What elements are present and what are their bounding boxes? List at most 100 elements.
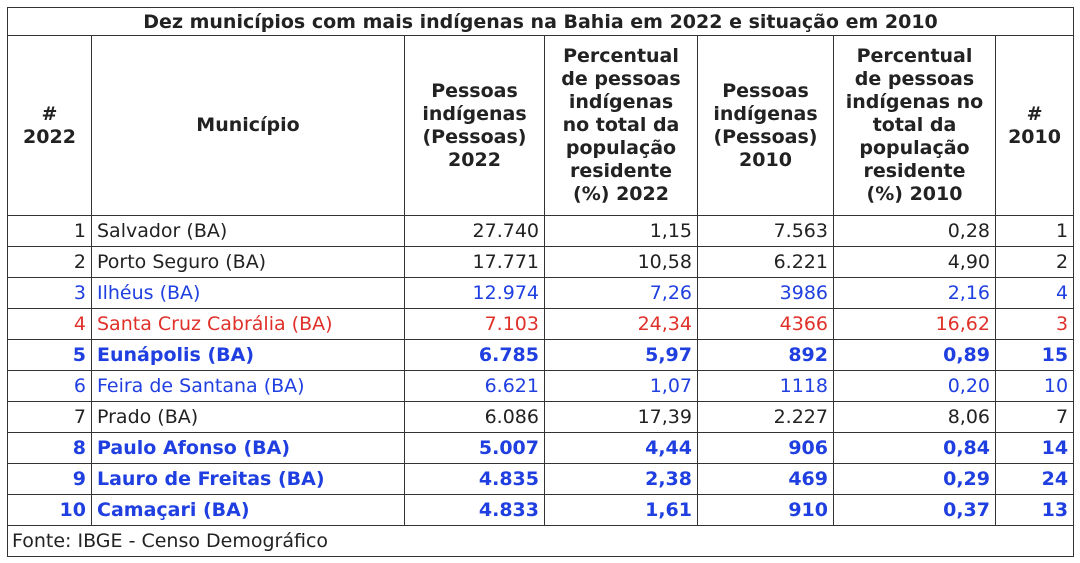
header-pessoas-2022: Pessoas indígenas (Pessoas) 2022	[404, 35, 545, 216]
cell-percentual-2010: 2,16	[833, 277, 996, 309]
cell-percentual-2022: 17,39	[544, 401, 698, 433]
table-row: 10 Camaçari (BA) 4.833 1,61 910 0,37 13	[7, 494, 1075, 526]
cell-pessoas-2010: 2.227	[697, 401, 834, 433]
cell-percentual-2022: 2,38	[544, 463, 698, 495]
cell-pessoas-2022: 5.007	[404, 432, 545, 464]
cell-rank-2022: 7	[7, 401, 92, 433]
cell-percentual-2022: 1,61	[544, 494, 698, 526]
header-line: população	[565, 137, 677, 159]
table-row: 9 Lauro de Freitas (BA) 4.835 2,38 469 0,29 24	[7, 463, 1075, 495]
header-line: residente	[863, 160, 966, 182]
cell-pessoas-2022: 4.833	[404, 494, 545, 526]
cell-rank-2010: 3	[994, 308, 1075, 340]
cell-municipio: Camaçari (BA)	[91, 494, 405, 526]
header-line: no total da	[562, 114, 680, 136]
header-line: Pessoas	[431, 79, 518, 102]
cell-percentual-2010: 0,84	[833, 432, 996, 464]
cell-percentual-2022: 10,58	[544, 246, 698, 278]
source-note: Fonte: IBGE - Censo Demográfico	[6, 525, 1075, 557]
cell-percentual-2010: 0,28	[833, 215, 996, 247]
table-title: Dez municípios com mais indígenas na Bah…	[6, 7, 1075, 36]
cell-pessoas-2022: 7.103	[404, 308, 545, 340]
cell-rank-2010: 13	[994, 494, 1075, 526]
cell-rank-2022: 8	[7, 432, 92, 464]
header-line: (%) 2022	[573, 183, 669, 205]
cell-rank-2010: 24	[994, 463, 1075, 495]
cell-percentual-2022: 5,97	[544, 339, 698, 371]
cell-municipio: Porto Seguro (BA)	[91, 246, 405, 278]
data-table: Dez municípios com mais indígenas na Bah…	[6, 7, 1075, 557]
cell-pessoas-2010: 892	[697, 339, 834, 371]
header-line: (Pessoas)	[422, 125, 527, 148]
header-line: 2022	[23, 125, 76, 148]
cell-pessoas-2010: 4366	[697, 308, 834, 340]
table-row: 7 Prado (BA) 6.086 17,39 2.227 8,06 7	[7, 401, 1075, 433]
header-line: indígenas	[422, 102, 527, 125]
cell-pessoas-2010: 906	[697, 432, 834, 464]
table-row: 4 Santa Cruz Cabrália (BA) 7.103 24,34 4366 1…	[7, 308, 1075, 340]
table-row: 2 Porto Seguro (BA) 17.771 10,58 6.221 4,90 2	[7, 246, 1075, 278]
header-line: Município	[196, 114, 300, 136]
cell-rank-2022: 2	[7, 246, 92, 278]
cell-percentual-2010: 0,37	[833, 494, 996, 526]
cell-rank-2022: 6	[7, 370, 92, 402]
cell-municipio: Lauro de Freitas (BA)	[91, 463, 405, 495]
cell-percentual-2010: 4,90	[833, 246, 996, 278]
table-row: 5 Eunápolis (BA) 6.785 5,97 892 0,89 15	[7, 339, 1075, 371]
header-line: indígenas no	[845, 91, 984, 113]
cell-pessoas-2022: 6.086	[404, 401, 545, 433]
cell-municipio: Paulo Afonso (BA)	[91, 432, 405, 464]
cell-municipio: Eunápolis (BA)	[91, 339, 405, 371]
table-row: 6 Feira de Santana (BA) 6.621 1,07 1118 0,20 1…	[7, 370, 1075, 402]
header-municipio: Município	[91, 35, 405, 216]
cell-rank-2010: 7	[994, 401, 1075, 433]
header-line: indígenas	[713, 102, 818, 125]
cell-municipio: Feira de Santana (BA)	[91, 370, 405, 402]
cell-pessoas-2010: 469	[697, 463, 834, 495]
cell-pessoas-2010: 1118	[697, 370, 834, 402]
cell-percentual-2010: 0,20	[833, 370, 996, 402]
header-percentual-2010: Percentual de pessoas indígenas no total da…	[833, 35, 996, 216]
cell-pessoas-2010: 7.563	[697, 215, 834, 247]
cell-municipio: Prado (BA)	[91, 401, 405, 433]
cell-municipio: Ilhéus (BA)	[91, 277, 405, 309]
cell-pessoas-2010: 3986	[697, 277, 834, 309]
cell-rank-2010: 1	[994, 215, 1075, 247]
cell-percentual-2022: 7,26	[544, 277, 698, 309]
cell-percentual-2010: 8,06	[833, 401, 996, 433]
cell-percentual-2010: 0,29	[833, 463, 996, 495]
cell-pessoas-2022: 12.974	[404, 277, 545, 309]
header-line: #	[41, 102, 58, 125]
cell-rank-2022: 10	[7, 494, 92, 526]
cell-percentual-2022: 1,07	[544, 370, 698, 402]
table-row: 3 Ilhéus (BA) 12.974 7,26 3986 2,16 4	[7, 277, 1075, 309]
table-row: 8 Paulo Afonso (BA) 5.007 4,44 906 0,84 14	[7, 432, 1075, 464]
cell-percentual-2022: 24,34	[544, 308, 698, 340]
cell-municipio: Santa Cruz Cabrália (BA)	[91, 308, 405, 340]
table-row: 1 Salvador (BA) 27.740 1,15 7.563 0,28 1	[7, 215, 1075, 247]
cell-pessoas-2022: 27.740	[404, 215, 545, 247]
header-row: #2022 Município Pessoas indígenas (Pessoas…	[7, 35, 1075, 216]
header-line: 2010	[739, 148, 792, 171]
header-line: 2010	[1008, 125, 1061, 148]
cell-rank-2022: 3	[7, 277, 92, 309]
header-line: de pessoas	[854, 68, 975, 90]
table-body: 1 Salvador (BA) 27.740 1,15 7.563 0,28 1 2 Porto…	[7, 215, 1075, 526]
cell-rank-2022: 5	[7, 339, 92, 371]
cell-pessoas-2022: 6.621	[404, 370, 545, 402]
header-rank-2010: #2010	[994, 35, 1075, 216]
header-line: indígenas	[568, 91, 674, 113]
cell-pessoas-2022: 4.835	[404, 463, 545, 495]
header-line: população	[859, 137, 970, 159]
cell-municipio: Salvador (BA)	[91, 215, 405, 247]
cell-pessoas-2010: 6.221	[697, 246, 834, 278]
cell-rank-2010: 14	[994, 432, 1075, 464]
header-line: (Pessoas)	[713, 125, 818, 148]
header-line: residente	[569, 160, 673, 182]
header-line: total da	[872, 114, 957, 136]
header-rank-2022: #2022	[7, 35, 92, 216]
cell-percentual-2022: 4,44	[544, 432, 698, 464]
header-line: 2022	[448, 148, 501, 171]
header-line: Percentual	[856, 45, 973, 67]
cell-pessoas-2010: 910	[697, 494, 834, 526]
